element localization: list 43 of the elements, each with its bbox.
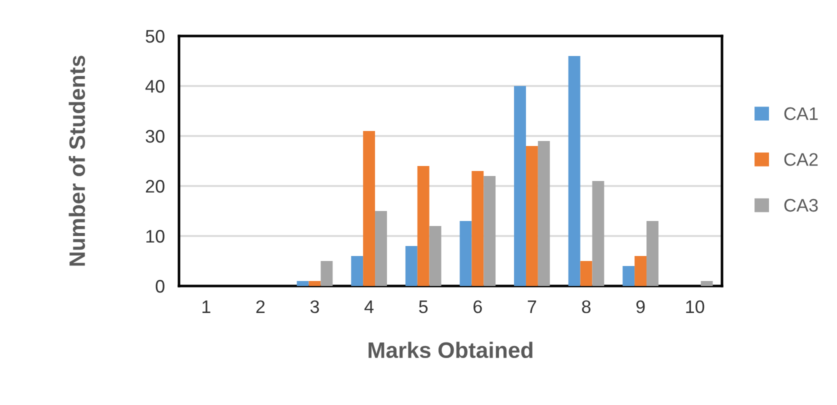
bar <box>429 226 442 286</box>
x-tick-label: 3 <box>310 300 319 314</box>
legend-label: CA3 <box>784 198 818 212</box>
y-axis-title: Number of Students <box>68 56 86 266</box>
y-tick-label: 0 <box>156 280 164 293</box>
x-tick-label: 5 <box>419 300 428 314</box>
bar <box>308 281 321 286</box>
x-axis-title: Marks Obtained <box>368 342 532 358</box>
bar <box>363 131 376 286</box>
x-tick-label: 8 <box>582 300 590 314</box>
bar <box>538 141 550 286</box>
x-tick-label: 7 <box>528 300 536 313</box>
bar <box>526 146 538 286</box>
bar <box>646 221 658 286</box>
x-tick-label: 9 <box>636 300 645 314</box>
legend-label: CA1 <box>784 107 818 120</box>
bar <box>320 261 333 286</box>
bar <box>634 256 647 286</box>
bar <box>514 86 526 286</box>
y-tick-label: 30 <box>146 130 164 143</box>
x-tick-label: 2 <box>256 300 265 313</box>
x-tick-label: 10 <box>686 300 704 314</box>
bar <box>580 261 592 286</box>
bar <box>375 211 387 286</box>
bar <box>592 181 604 286</box>
x-tick-label: 4 <box>364 300 374 313</box>
y-tick-label: 50 <box>146 30 164 43</box>
bar <box>460 221 472 286</box>
bar <box>568 56 580 286</box>
x-tick-label: 1 <box>202 300 210 313</box>
bar <box>472 171 484 286</box>
bar <box>405 246 418 286</box>
bar <box>700 281 713 286</box>
x-tick-label: 6 <box>474 300 482 314</box>
bar <box>484 176 496 286</box>
y-tick-label: 40 <box>145 80 164 93</box>
legend-label: CA2 <box>784 153 818 166</box>
y-tick-label: 10 <box>146 230 164 243</box>
bar <box>622 266 635 286</box>
bar <box>351 256 364 286</box>
y-tick-label: 20 <box>146 180 164 193</box>
bar <box>296 281 309 286</box>
bar <box>417 166 430 286</box>
